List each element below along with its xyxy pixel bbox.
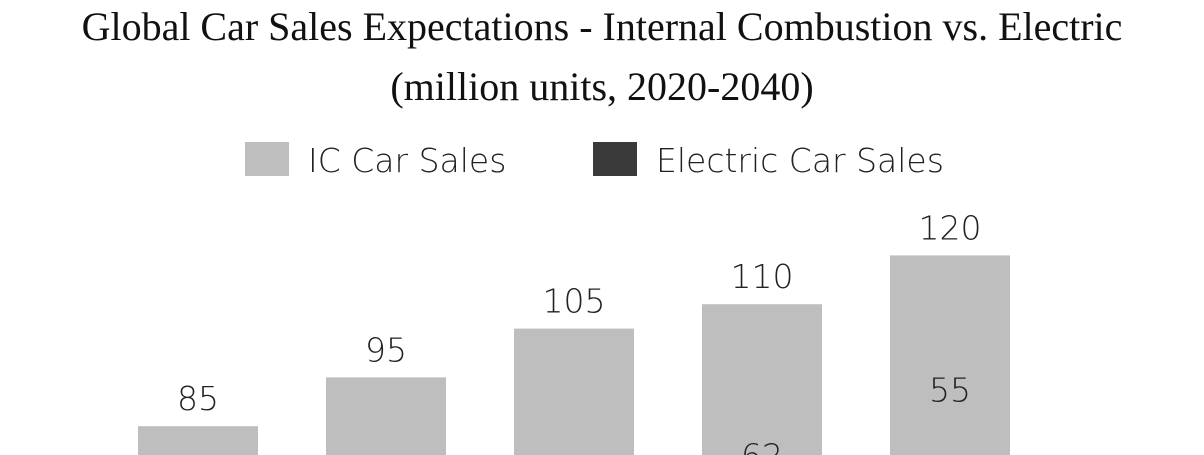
bar-segment <box>138 426 258 455</box>
segment-label: 55 <box>929 371 971 410</box>
total-label: 95 <box>365 330 407 369</box>
total-label: 105 <box>543 282 606 321</box>
bar-segment <box>890 255 1010 455</box>
bar-segment <box>514 328 634 455</box>
legend-swatch <box>593 142 637 176</box>
total-label: 120 <box>919 208 982 247</box>
total-label: 85 <box>177 379 219 418</box>
chart-subtitle: (million units, 2020-2040) <box>390 64 813 109</box>
chart-title: Global Car Sales Expectations - Internal… <box>82 4 1123 49</box>
bar-segment <box>326 377 446 455</box>
bar-segment <box>702 304 822 455</box>
plot: 28385108595307510548621106555120 <box>138 208 1010 455</box>
legend-label: IC Car Sales <box>308 141 506 180</box>
segment-label: 62 <box>741 436 783 455</box>
legend-swatch <box>245 142 289 176</box>
legend-label: Electric Car Sales <box>656 141 944 180</box>
legend: IC Car Sales Electric Car Sales <box>245 141 944 180</box>
total-label: 110 <box>731 257 794 296</box>
